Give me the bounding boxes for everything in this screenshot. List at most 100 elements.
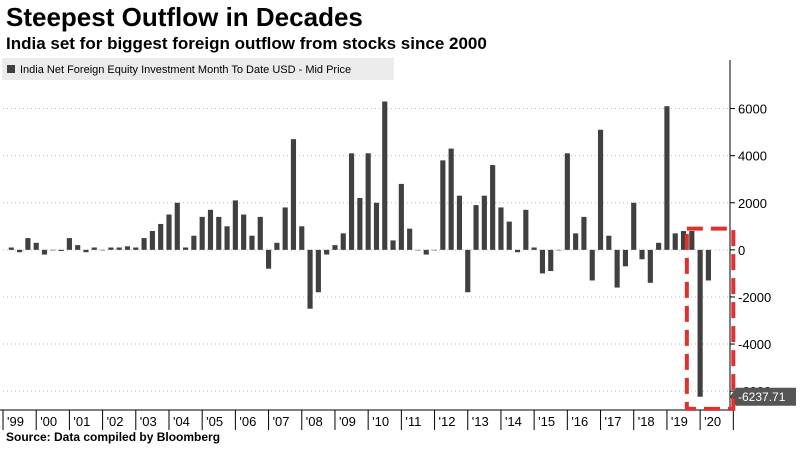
bar [531, 247, 537, 250]
bar [83, 249, 89, 253]
bar [174, 202, 180, 250]
last-value-badge [730, 387, 796, 406]
bar [249, 235, 255, 250]
bar [697, 249, 703, 397]
bar [672, 233, 678, 250]
bar [506, 221, 512, 250]
bar [589, 249, 595, 281]
bar [656, 242, 662, 250]
bar [606, 235, 612, 250]
bar [158, 223, 164, 250]
bar [307, 249, 313, 309]
x-tick-label: '17 [605, 414, 622, 429]
bar [382, 101, 388, 250]
bar [299, 226, 305, 250]
bar [199, 216, 205, 250]
highlight-box [684, 226, 736, 411]
source-note: Source: Data compiled by Bloomberg [6, 430, 221, 444]
bar [340, 233, 346, 250]
x-tick-label: '14 [505, 414, 522, 429]
bar [282, 207, 288, 250]
bar [631, 202, 637, 250]
chart-title: Steepest Outflow in Decades [6, 2, 363, 32]
y-tick-label: 6000 [738, 102, 767, 117]
bar [431, 249, 438, 251]
bar [33, 242, 39, 250]
highlight-rectangle [684, 226, 736, 411]
bar [581, 216, 587, 250]
bar [390, 240, 396, 250]
x-tick-label: '06 [239, 414, 256, 429]
x-tick-label: '13 [472, 414, 489, 429]
bar [8, 247, 14, 250]
x-tick-label: '16 [571, 414, 588, 429]
bar [232, 200, 238, 250]
bar [133, 247, 139, 250]
bar [373, 202, 380, 250]
x-tick-label: '11 [405, 414, 421, 429]
bar [91, 247, 97, 250]
x-tick-label: '12 [439, 414, 456, 429]
bar [407, 228, 413, 250]
x-tick-label: '05 [206, 414, 223, 429]
bar [265, 249, 272, 269]
x-tick-label: '04 [173, 414, 190, 429]
legend-swatch [7, 65, 15, 73]
bar [564, 153, 570, 250]
bar [647, 249, 653, 283]
bar [689, 231, 695, 250]
legend: India Net Foreign Equity Investment Mont… [2, 58, 394, 80]
bar [17, 249, 23, 253]
bar [141, 238, 147, 250]
legend-label: India Net Foreign Equity Investment Mont… [20, 64, 351, 76]
bar [440, 160, 446, 250]
bar [124, 246, 131, 250]
x-tick-label: '15 [538, 414, 555, 429]
bar [573, 233, 579, 250]
bar [705, 249, 711, 281]
legend-background [2, 58, 394, 80]
y-tick-label: -4000 [738, 337, 771, 352]
bar [58, 249, 64, 252]
bar [490, 165, 496, 250]
bar [514, 249, 521, 253]
bar [324, 249, 330, 255]
bar [548, 249, 554, 272]
bar [498, 207, 504, 250]
bar [108, 247, 114, 250]
bar [539, 249, 546, 274]
bar [423, 249, 429, 255]
bar [348, 153, 355, 250]
y-tick-label: -2000 [738, 290, 771, 305]
bar [149, 231, 155, 250]
bar [357, 198, 363, 250]
bar [207, 209, 214, 250]
bar [41, 249, 48, 255]
x-axis: '99 '00 '01 '02 '03 '04 '05 '06 '07 '08 '09 '10 '11 '… [0, 409, 734, 430]
bar [241, 214, 247, 250]
bar [465, 249, 471, 293]
bar [556, 249, 562, 251]
bar [183, 247, 189, 250]
bar [481, 195, 487, 250]
bars-group [8, 101, 711, 397]
x-tick-label: '02 [107, 414, 124, 429]
x-tick-label: '07 [273, 414, 290, 429]
bar [622, 249, 629, 267]
y-tick-label: 0 [738, 243, 745, 258]
bar [315, 249, 321, 293]
bar [456, 195, 463, 250]
bar [75, 245, 81, 250]
bar [332, 245, 338, 250]
bar [66, 238, 72, 250]
bar [639, 249, 645, 260]
bar [100, 249, 106, 251]
bar [664, 106, 670, 250]
x-tick-label: '99 [7, 414, 24, 429]
bar [50, 249, 56, 251]
y-tick-label: 2000 [738, 196, 767, 211]
bar [191, 235, 197, 250]
x-tick-label: '20 [704, 414, 721, 429]
